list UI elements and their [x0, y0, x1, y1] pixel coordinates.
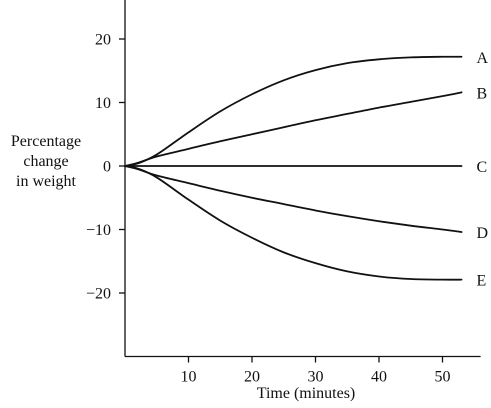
ticks: −20 −10 0 10 20 10 20 30 40 50 — [86, 32, 451, 386]
y-axis-label: Percentage change in weight — [0, 132, 92, 192]
series-label-a: A — [477, 50, 489, 67]
y-axis-label-line-1: Percentage — [10, 133, 82, 150]
series-line-d — [124, 165, 463, 233]
series-line-e — [124, 165, 463, 281]
series-label-d: D — [477, 225, 489, 242]
series-label-e: E — [477, 273, 487, 290]
y-tick-label: −10 — [86, 222, 111, 239]
y-tick-label: −20 — [86, 286, 111, 303]
x-tick-label: 40 — [371, 369, 387, 386]
axes — [124, 0, 481, 358]
y-tick-label: 20 — [95, 32, 111, 49]
series-line-a — [124, 55, 463, 167]
x-tick-label: 50 — [435, 369, 451, 386]
series-lines — [124, 55, 463, 281]
x-tick-label: 20 — [244, 369, 260, 386]
y-axis-label-line-3: in weight — [16, 173, 76, 190]
y-axis-label-line-2: change — [23, 153, 69, 170]
y-tick-label: 0 — [103, 159, 111, 176]
y-tick-label: 10 — [95, 95, 111, 112]
x-tick-label: 10 — [181, 369, 197, 386]
x-tick-label: 30 — [308, 369, 324, 386]
series-line-b — [124, 91, 463, 167]
series-label-c: C — [477, 159, 488, 176]
series-label-b: B — [477, 85, 488, 102]
series-labels: A B C D E — [477, 50, 489, 290]
x-axis-label: Time (minutes) — [257, 385, 356, 402]
